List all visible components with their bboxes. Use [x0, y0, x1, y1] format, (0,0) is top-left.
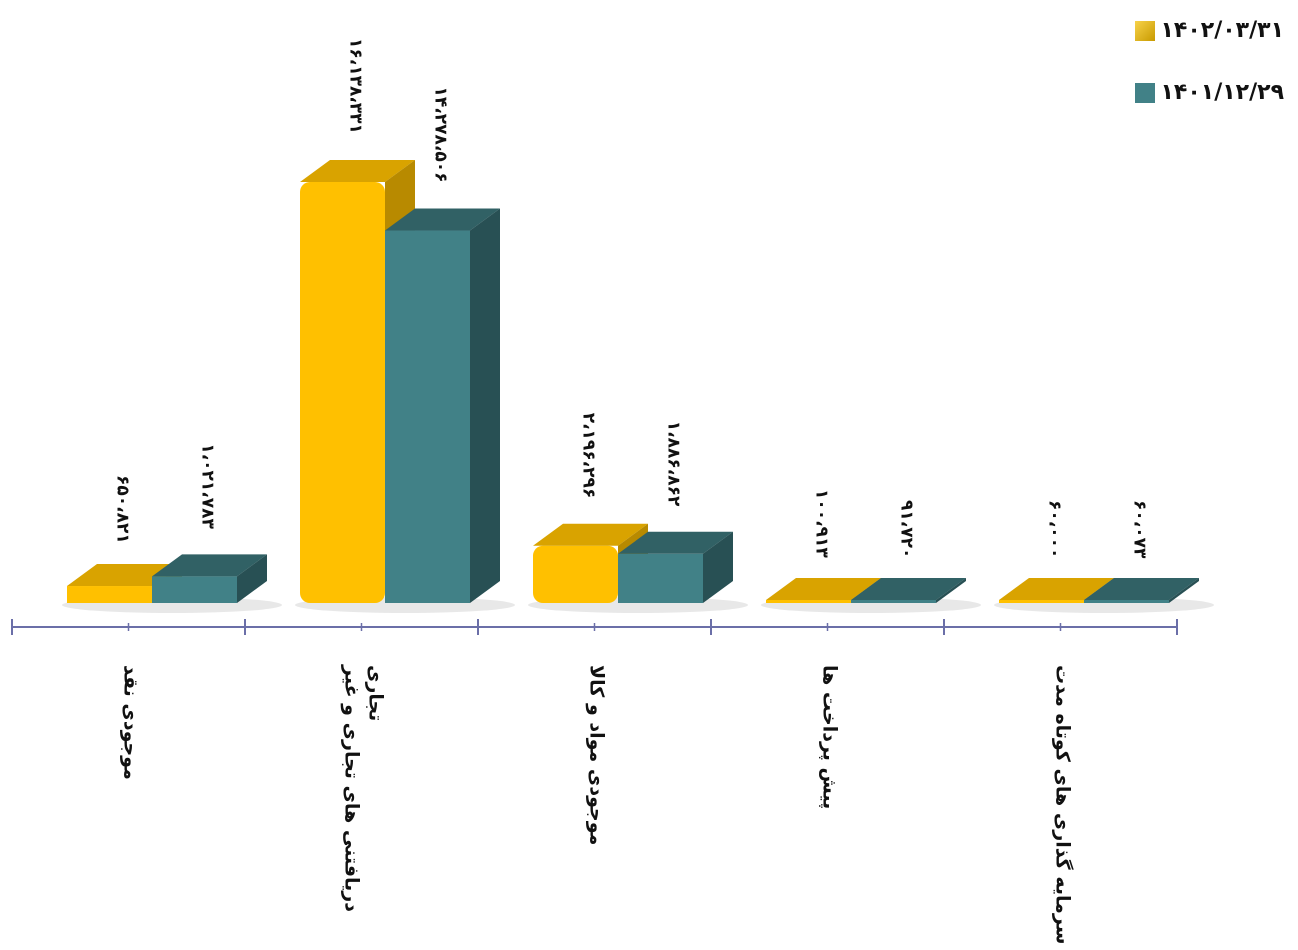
bar [300, 182, 385, 603]
bar-top [1084, 578, 1199, 600]
bar-top [152, 554, 267, 577]
data-label: ۱،۰۲۱،۷۸۳ [198, 443, 218, 529]
legend-label-series-2: ۱۴۰۱/۱۲/۲۹ [1160, 80, 1285, 105]
data-label: ۶۰،۰۷۳ [1130, 500, 1150, 559]
data-label: ۶۵۰،۸۲۱ [113, 475, 133, 544]
legend-item-series-1: ۱۴۰۲/۰۳/۳۱ [1134, 18, 1285, 43]
bar [851, 600, 936, 603]
data-label: ۱۰۰،۹۱۳ [812, 489, 832, 558]
category-label: سرمایه گذاری های کوتاه مدت [1052, 665, 1075, 944]
bar [67, 586, 152, 603]
category-label: دریافتنی های تجاری و غیر [341, 664, 363, 912]
data-label: ۹۱،۷۲۰ [897, 500, 917, 558]
category-label: موجودی مواد و کالا [586, 665, 608, 845]
bar [152, 576, 237, 603]
legend-label-series-1: ۱۴۰۲/۰۳/۳۱ [1160, 18, 1285, 43]
category-label: موجودی نقد [120, 665, 142, 780]
bar-top [618, 531, 733, 554]
bar-top [300, 160, 415, 182]
bar [618, 553, 703, 603]
bar-side [237, 554, 267, 603]
legend-swatch-series-1 [1134, 20, 1155, 41]
category-label: تجاری [365, 665, 387, 721]
data-label: ۶۰،۰۰۰ [1045, 500, 1065, 558]
bar-side [936, 578, 966, 603]
bar-top [851, 578, 966, 600]
bar-side [470, 208, 500, 603]
bar-top [533, 523, 648, 546]
data-label: ۱،۸۸۶،۸۶۲ [664, 421, 684, 507]
bar-side [703, 531, 733, 603]
bar [999, 600, 1084, 603]
data-label: ۲،۱۹۶،۲۹۶ [579, 413, 599, 499]
bar [766, 600, 851, 603]
bar [1084, 600, 1169, 603]
legend-swatch-series-2 [1134, 82, 1155, 103]
category-label: پیش پرداخت ها [819, 665, 841, 809]
bar-side [1169, 578, 1199, 603]
legend-item-series-2: ۱۴۰۱/۱۲/۲۹ [1134, 80, 1285, 105]
bar-top [999, 578, 1114, 600]
bar-top [385, 208, 500, 231]
bar [533, 545, 618, 603]
data-label: ۱۶،۱۳۸،۳۳۱ [346, 38, 366, 134]
data-label: ۱۴،۲۷۸،۵۰۶ [431, 87, 451, 183]
bar-top [766, 578, 881, 600]
bar [385, 230, 470, 603]
